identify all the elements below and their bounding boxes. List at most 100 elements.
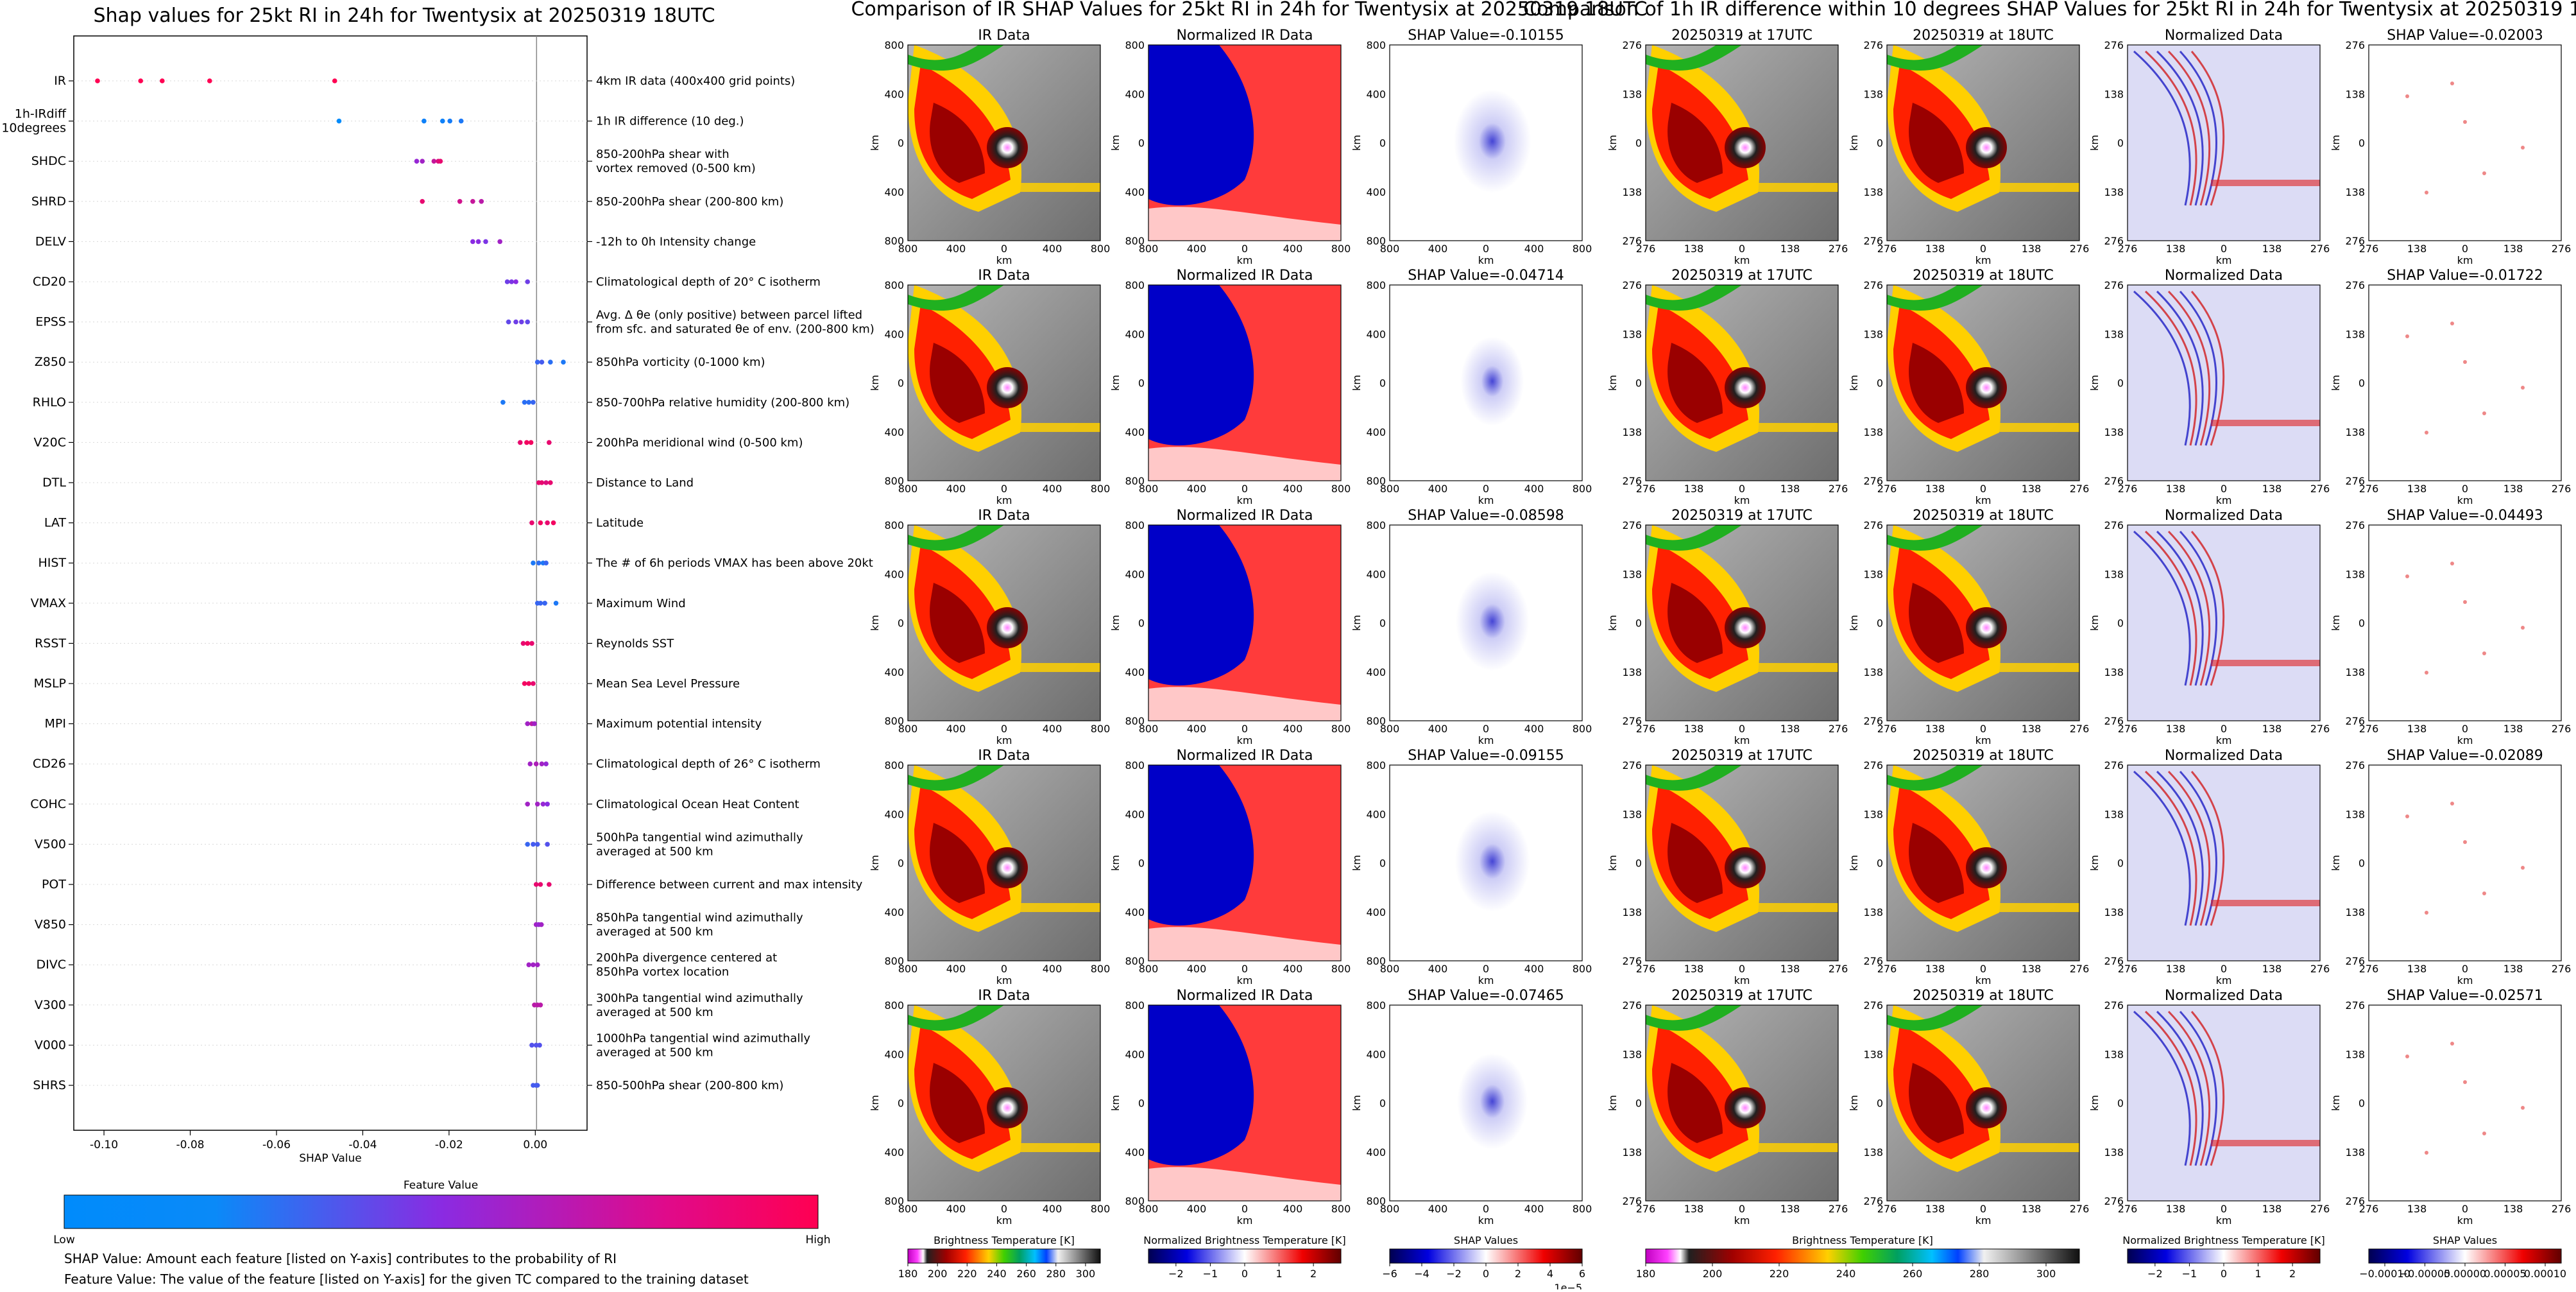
feature-description: Latitude xyxy=(596,517,644,530)
panel-xlabel: km xyxy=(2457,974,2473,986)
diff-stroke xyxy=(2144,290,2197,446)
panel-ytick: 800 xyxy=(1366,955,1386,967)
shap-hotspot xyxy=(1457,1053,1528,1150)
panel-ylabel: km xyxy=(869,855,881,871)
colorbar-tick-label: 2 xyxy=(1515,1268,1521,1280)
diff-line xyxy=(2211,1140,2320,1146)
panel-title: IR Data xyxy=(978,268,1030,284)
colorbar-tick-label: 0 xyxy=(1483,1268,1489,1280)
panel-ytick: 400 xyxy=(1366,426,1386,438)
panel-xtick: 800 xyxy=(1573,483,1592,495)
shap-point xyxy=(526,400,532,405)
feature-description: Climatological depth of 26° C isotherm xyxy=(596,757,821,771)
storm-eye xyxy=(1966,127,2007,168)
panel-ytick: 0 xyxy=(1877,857,1883,870)
panel-xtick: 276 xyxy=(2359,243,2379,255)
panel-ytick: 276 xyxy=(1622,999,1642,1012)
shap-point xyxy=(500,400,506,405)
panel-xtick: 276 xyxy=(2359,483,2379,495)
panel-ytick: 138 xyxy=(2104,186,2124,198)
panel-xtick: 276 xyxy=(1636,483,1656,495)
panel-xlabel: km xyxy=(1734,1214,1750,1227)
panel-xtick: 138 xyxy=(1684,243,1704,255)
panel-xtick: 138 xyxy=(2407,483,2427,495)
panel-ytick: 400 xyxy=(884,906,904,918)
panel-ytick: 400 xyxy=(884,568,904,580)
panel-frame xyxy=(1148,284,1342,481)
panel-xtick: 276 xyxy=(1877,243,1897,255)
shap-point xyxy=(525,319,531,325)
shap-point xyxy=(483,239,488,245)
panel-ytick: 800 xyxy=(1366,39,1386,51)
cloud-band-green xyxy=(1646,765,1742,791)
panel-xlabel: km xyxy=(1975,254,1992,266)
shap-point xyxy=(533,1042,539,1048)
panel-xtick: 400 xyxy=(1187,483,1207,495)
norm-cold-region xyxy=(1148,285,1254,445)
panel-xtick: 276 xyxy=(2310,483,2330,495)
colorbar: Brightness Temperature [K] 180 200 220 240 26… xyxy=(898,1234,1101,1280)
panel-ytick: 800 xyxy=(884,279,904,291)
norm-warm-region xyxy=(1148,687,1341,721)
shap-point xyxy=(531,400,536,405)
shap-point xyxy=(525,841,531,847)
cloud-line xyxy=(1742,903,1838,912)
diff-stroke xyxy=(2144,770,2197,926)
shap-point xyxy=(527,761,533,766)
diff-shap-speck xyxy=(2425,671,2428,675)
diff-shap-speck xyxy=(2521,1106,2525,1110)
panel-ytick: 0 xyxy=(2358,617,2365,630)
panel-ytick: 138 xyxy=(2345,88,2365,100)
panel-xtick: 400 xyxy=(1283,723,1303,735)
panel-xlabel: km xyxy=(1734,254,1750,266)
shap-point xyxy=(420,159,425,164)
panel-xtick: 138 xyxy=(2503,483,2523,495)
panel-ytick: 0 xyxy=(1138,137,1145,150)
panel-title: 20250319 at 18UTC xyxy=(1913,268,2054,284)
shap-point xyxy=(517,440,523,445)
cloud-band-green xyxy=(1887,45,1983,71)
panel-ytick: 0 xyxy=(2358,1098,2365,1110)
diff-stroke xyxy=(2133,770,2191,926)
panel-ytick: 800 xyxy=(1125,235,1145,247)
panel-frame xyxy=(1389,284,1583,481)
diff-shap-speck xyxy=(2450,82,2454,85)
panel-xtick: 0 xyxy=(1483,483,1489,495)
panel-xlabel: km xyxy=(996,1214,1012,1227)
panel-xtick: 138 xyxy=(2407,963,2427,975)
feature-description: -12h to 0h Intensity change xyxy=(596,235,756,248)
norm-cold-region xyxy=(1148,525,1254,685)
norm-cold-region xyxy=(1148,765,1254,926)
panel-xtick: 0 xyxy=(1001,243,1007,255)
storm-eye xyxy=(1725,607,1766,648)
cloud-band-green xyxy=(1887,1005,1983,1031)
panel-frame xyxy=(1886,44,2080,241)
cloud-band-green xyxy=(908,45,1004,71)
feature-description: 300hPa tangential wind azimuthally averag… xyxy=(596,992,803,1019)
feature-row: CD20 Climatological depth of 20° C isothe… xyxy=(33,275,821,289)
storm-eye xyxy=(1725,367,1766,408)
panel-xtick: 400 xyxy=(946,483,966,495)
diff-stroke xyxy=(2167,530,2211,686)
panel-ytick: 0 xyxy=(1138,617,1145,630)
panel-ytick: 400 xyxy=(1125,1048,1145,1060)
panel-xtick: 276 xyxy=(2552,1203,2572,1215)
panel-xtick: 400 xyxy=(946,1203,966,1215)
diff-shap-speck xyxy=(2521,386,2525,390)
panel-ytick: 400 xyxy=(1366,1146,1386,1158)
panel-ytick: 400 xyxy=(1125,426,1145,438)
panel-frame xyxy=(1389,1004,1583,1202)
feature-row: SHDC 850-200hPa shear with vortex removed … xyxy=(31,148,756,175)
feature-name: SHRS xyxy=(33,1078,66,1092)
panel-ytick: 0 xyxy=(2117,617,2124,630)
panel-ytick: 0 xyxy=(2358,137,2365,150)
feature-description: 4km IR data (400x400 grid points) xyxy=(596,74,795,88)
diff-shap-speck xyxy=(2463,120,2467,124)
diff-line xyxy=(2211,900,2320,906)
panel-ytick: 800 xyxy=(1366,235,1386,247)
feature-description: 850-200hPa shear (200-800 km) xyxy=(596,195,783,209)
shap-point xyxy=(543,480,549,485)
colorbar-tick-label: −2 xyxy=(1168,1268,1184,1280)
panel-ytick: 0 xyxy=(2117,857,2124,870)
